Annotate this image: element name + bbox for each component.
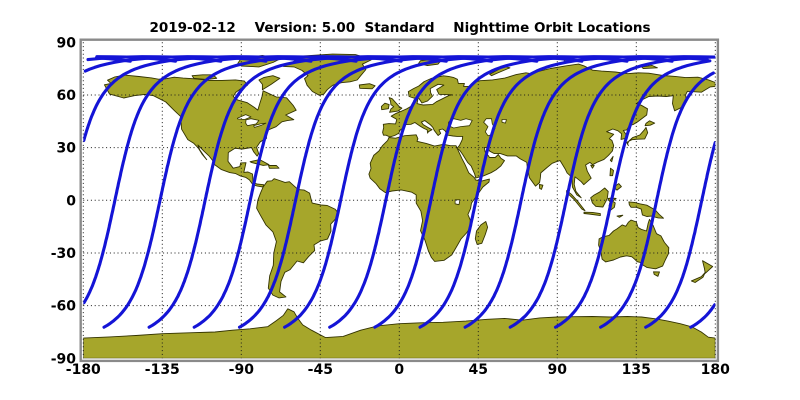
x-tick-label--90: -90	[229, 362, 255, 378]
plot-frame	[79, 38, 720, 363]
land-hainan	[590, 164, 595, 169]
land-timor	[616, 214, 624, 218]
land-eurasia	[382, 63, 716, 199]
land-north-america	[103, 74, 297, 188]
orbit-track-10	[463, 55, 716, 329]
plot-title: 2019-02-12 Version: 5.00 Standard Nightt…	[149, 20, 651, 36]
land-australia	[598, 218, 670, 270]
land-luzon	[609, 167, 614, 177]
orbit-track-14	[644, 141, 716, 329]
land-hispaniola	[268, 164, 280, 169]
land-new-guinea	[628, 201, 664, 219]
lake-lake-michigan-huron	[245, 118, 260, 127]
orbit-track-9	[418, 55, 709, 329]
land-madagascar	[474, 221, 489, 245]
y-tick-label-60: 60	[57, 88, 77, 104]
y-tick-label--90: -90	[51, 351, 77, 367]
land-new-zealand-north	[702, 260, 714, 274]
land-japan-honshu	[626, 126, 649, 146]
orbit-track-3	[147, 55, 448, 329]
x-tick-label-90: 90	[548, 362, 568, 378]
land-great-britain	[388, 97, 403, 113]
y-tick-label-30: 30	[57, 141, 77, 157]
x-tick-label-135: 135	[622, 362, 651, 378]
x-tick-label--180: -180	[66, 362, 101, 378]
land-south-america	[256, 178, 339, 299]
land-borneo	[590, 187, 609, 208]
orbit-track-12	[553, 59, 712, 329]
orbit-track-1	[83, 55, 358, 305]
y-tick-label--30: -30	[51, 246, 77, 262]
x-tick-label-45: 45	[469, 362, 488, 378]
x-tick-label--45: -45	[308, 362, 333, 378]
lake-lake-erie-ontario	[253, 122, 267, 128]
orbit-track-11	[508, 55, 716, 329]
land-iceland	[358, 83, 376, 90]
orbit-tracks-layer	[83, 55, 716, 329]
orbit-track-2	[102, 55, 403, 329]
orbit-track-5	[237, 55, 539, 329]
x-axis-tick-labels: -180 -135 -90 -45 0 45 90 135 180	[66, 362, 730, 378]
orbit-track-7	[328, 55, 629, 329]
land-sri-lanka	[538, 184, 544, 190]
lake-lake-victoria	[454, 199, 461, 206]
land-greenland	[282, 53, 372, 96]
land-new-siberian-islands	[641, 65, 658, 70]
y-axis-tick-labels: 90 60 30 0 -30 -60 -90	[51, 35, 77, 367]
x-tick-label-0: 0	[394, 362, 404, 378]
orbit-track-14	[83, 55, 313, 142]
land-antarctica	[83, 308, 716, 359]
land-africa	[368, 134, 490, 262]
x-tick-label--135: -135	[145, 362, 180, 378]
continents-layer	[83, 53, 716, 359]
y-tick-label-0: 0	[66, 193, 76, 209]
lake-lake-superior	[237, 114, 252, 120]
orbit-track-4	[192, 55, 494, 329]
orbit-track-6	[283, 55, 584, 329]
orbit-track-1	[689, 303, 716, 329]
lake-aral-sea	[501, 119, 507, 124]
orbit-track-13	[599, 71, 715, 329]
land-japan-hokkaido	[644, 120, 656, 127]
land-baffin-island	[258, 75, 281, 91]
orbit-track-8	[373, 55, 674, 329]
land-new-zealand-south	[690, 271, 706, 283]
land-tasmania	[653, 271, 660, 277]
x-tick-label-180: 180	[701, 362, 730, 378]
land-ireland	[380, 102, 390, 111]
land-taiwan	[609, 155, 614, 163]
land-java	[583, 211, 601, 217]
y-tick-label-90: 90	[57, 35, 77, 51]
lake-black-sea	[448, 118, 473, 129]
y-tick-label--60: -60	[51, 299, 77, 315]
